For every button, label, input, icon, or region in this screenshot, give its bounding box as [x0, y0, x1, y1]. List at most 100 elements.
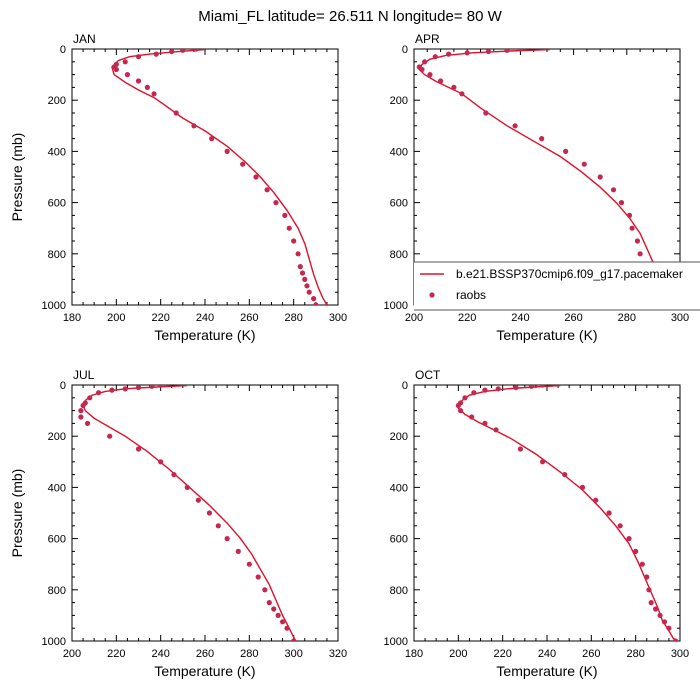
- raobs-point: [109, 387, 115, 393]
- raobs-point: [445, 51, 452, 57]
- y-tick-label: 200: [48, 431, 66, 443]
- panels-group: JAN 180 200 220 240 260 280 300 0 200 400 600 800 100…: [9, 32, 700, 679]
- raobs-point: [87, 395, 93, 401]
- model-line: [82, 385, 297, 641]
- raobs-point: [184, 484, 190, 490]
- raobs-point: [271, 606, 277, 612]
- y-tick-label: 400: [390, 146, 408, 158]
- raobs-point: [610, 187, 617, 193]
- x-tick-label: 260: [240, 312, 258, 324]
- x-tick-label: 280: [284, 312, 302, 324]
- x-tick-label: 280: [626, 648, 644, 660]
- x-tick-label: 200: [449, 648, 467, 660]
- y-tick-label: 0: [402, 44, 408, 56]
- model-line: [418, 49, 673, 305]
- raobs-point: [149, 385, 155, 389]
- y-axis-label: Pressure (mb): [9, 133, 25, 222]
- raobs-point: [504, 49, 510, 53]
- y-tick-label: 800: [48, 585, 66, 597]
- data-layer: [455, 385, 679, 641]
- raobs-point: [528, 385, 535, 389]
- raobs-point: [180, 49, 186, 53]
- y-tick-label: 200: [390, 95, 408, 107]
- raobs-point: [469, 414, 475, 420]
- x-tick-label: 200: [405, 312, 423, 324]
- raobs-point: [629, 225, 635, 231]
- raobs-point: [299, 270, 306, 276]
- raobs-point: [295, 251, 301, 257]
- y-tick-label: 800: [48, 249, 66, 261]
- raobs-point: [107, 433, 113, 439]
- x-axis-label: Temperature (K): [154, 327, 255, 343]
- panel-apr: APR 200 220 240 260 280 300 0 200 400 600 800 1000 Te…: [384, 32, 700, 343]
- panel-jan: JAN 180 200 220 240 260 280 300 0 200 400 600 800 100…: [9, 32, 347, 343]
- x-tick-label: 240: [538, 648, 556, 660]
- raobs-point: [266, 600, 272, 606]
- raobs-point: [135, 385, 142, 391]
- y-tick-label: 1000: [42, 636, 66, 648]
- raobs-point: [457, 408, 464, 414]
- raobs-point: [297, 264, 303, 270]
- raobs-point: [264, 187, 270, 193]
- y-tick-label: 1000: [42, 300, 66, 312]
- raobs-point: [563, 148, 569, 154]
- x-axis-label: Temperature (K): [496, 663, 597, 679]
- x-axis-label: Temperature (K): [154, 663, 255, 679]
- raobs-point: [633, 548, 639, 555]
- raobs-point: [78, 408, 84, 414]
- raobs-point: [158, 459, 164, 465]
- x-tick-label: 280: [618, 312, 636, 324]
- raobs-point: [113, 66, 119, 73]
- raobs-point: [517, 49, 523, 52]
- x-tick-label: 300: [671, 648, 689, 660]
- x-tick-label: 180: [405, 648, 423, 660]
- x-axis-label: Temperature (K): [496, 327, 597, 343]
- raobs-point: [80, 402, 86, 409]
- x-tick-label: 180: [63, 312, 81, 324]
- raobs-point: [235, 548, 241, 555]
- y-tick-label: 800: [390, 585, 408, 597]
- y-tick-label: 400: [48, 146, 66, 158]
- y-tick-label: 200: [48, 95, 66, 107]
- raobs-point: [648, 600, 654, 606]
- raobs-point: [158, 385, 164, 388]
- raobs-point: [291, 638, 297, 641]
- raobs-point: [224, 148, 230, 154]
- raobs-point: [195, 497, 201, 503]
- raobs-point: [661, 619, 668, 625]
- raobs-point: [311, 296, 317, 302]
- raobs-point: [462, 395, 468, 401]
- x-tick-label: 200: [107, 312, 125, 324]
- x-tick-label: 240: [196, 312, 214, 324]
- raobs-point: [455, 402, 461, 409]
- data-layer: [78, 385, 297, 641]
- raobs-point: [617, 523, 623, 529]
- raobs-point: [171, 472, 177, 478]
- raobs-point: [513, 385, 519, 391]
- raobs-point: [304, 283, 310, 289]
- raobs-point: [209, 136, 215, 142]
- x-tick-label: 220: [458, 312, 476, 324]
- y-tick-label: 400: [390, 482, 408, 494]
- panel-oct: OCT 180 200 220 240 260 280 300 0 200 400 600 800 100…: [384, 368, 690, 679]
- panel-title: OCT: [415, 368, 441, 382]
- legend-model-label: b.e21.BSSP370cmip6.f09_g17.pacemaker: [456, 267, 683, 281]
- x-tick-label: 300: [329, 312, 347, 324]
- raobs-point: [657, 612, 663, 619]
- panel-jul: JUL 200 220 240 260 280 300 320 0 200 400 600 800 100…: [9, 368, 347, 679]
- x-tick-label: 260: [564, 312, 582, 324]
- raobs-point: [512, 123, 518, 129]
- raobs-point: [482, 387, 488, 393]
- raobs-point: [275, 612, 281, 619]
- x-tick-label: 240: [151, 648, 169, 660]
- y-tick-label: 600: [48, 198, 66, 210]
- raobs-point: [262, 587, 268, 593]
- raobs-point: [302, 276, 308, 282]
- x-tick-label: 260: [582, 648, 600, 660]
- raobs-point: [96, 390, 102, 396]
- raobs-point: [639, 561, 645, 567]
- raobs-point: [313, 302, 319, 305]
- raobs-point: [438, 78, 444, 84]
- raobs-point: [224, 536, 230, 542]
